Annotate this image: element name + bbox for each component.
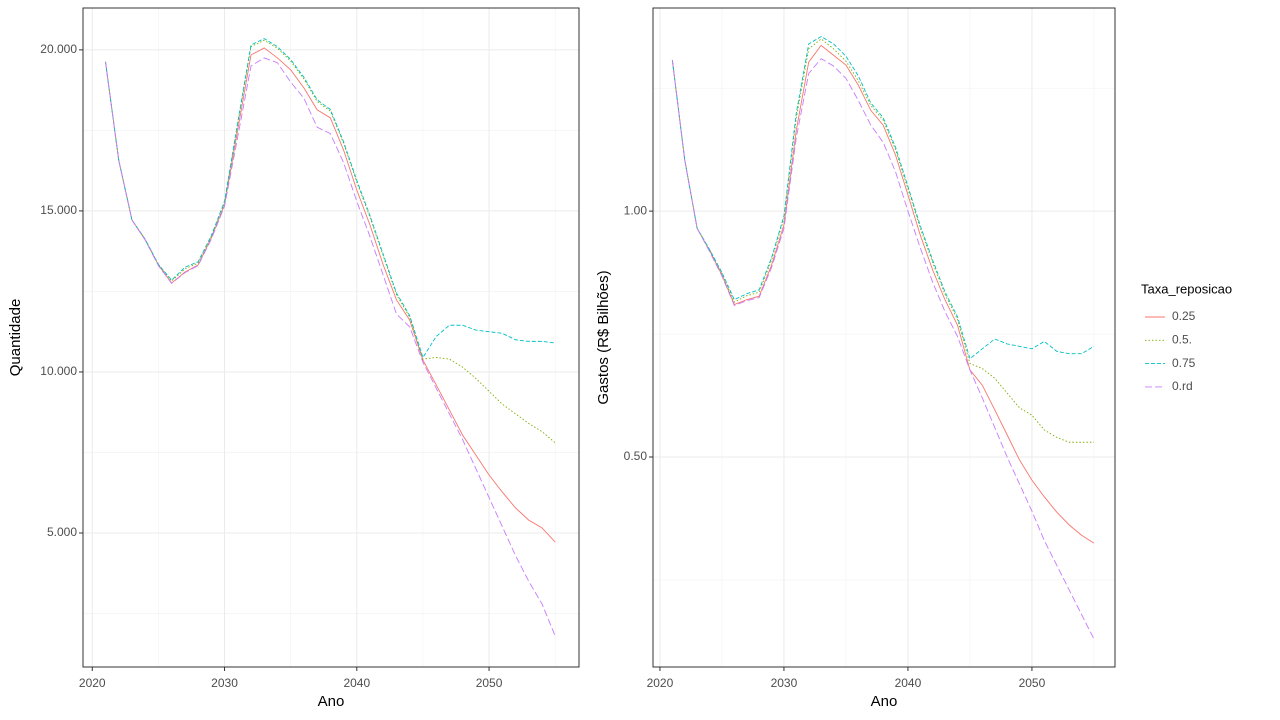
y-tick-label: 20.000 — [40, 42, 77, 56]
x-tick-label: 2030 — [771, 676, 798, 690]
x-axis-title: Ano — [871, 693, 898, 710]
x-tick-label: 2020 — [79, 676, 106, 690]
series-line — [671, 44, 1095, 544]
y-axis-title: Gastos (R$ Bilhões) — [595, 270, 612, 404]
x-tick-label: 2030 — [211, 676, 238, 690]
x-tick-label: 2020 — [647, 676, 674, 690]
x-tick-label: 2040 — [343, 676, 370, 690]
legend-label: 0.75 — [1172, 356, 1196, 370]
series-line — [105, 38, 556, 359]
y-tick-label: 1.00 — [624, 203, 648, 217]
series-line — [105, 57, 556, 637]
y-tick-label: 10.000 — [40, 364, 77, 378]
legend-label: 0.25 — [1172, 309, 1196, 323]
x-axis-title: Ano — [318, 693, 345, 710]
series-line — [671, 38, 1094, 443]
y-tick-label: 15.000 — [40, 203, 77, 217]
plot-border — [652, 7, 1116, 668]
legend-label: 0.rd — [1172, 379, 1193, 393]
y-tick-label: 5.000 — [47, 525, 77, 539]
x-tick-label: 2040 — [895, 676, 922, 690]
legend-label: 0.5. — [1172, 332, 1192, 346]
series-line — [671, 35, 1095, 360]
series-line — [671, 58, 1095, 640]
series-line — [105, 39, 556, 444]
plot-border — [82, 7, 580, 668]
series-line — [105, 47, 556, 543]
x-tick-label: 2050 — [1019, 676, 1046, 690]
legend-title: Taxa_reposicao — [1141, 281, 1232, 296]
x-tick-label: 2050 — [476, 676, 503, 690]
y-tick-label: 0.50 — [624, 449, 648, 463]
y-axis-title: Quantidade — [7, 299, 24, 377]
